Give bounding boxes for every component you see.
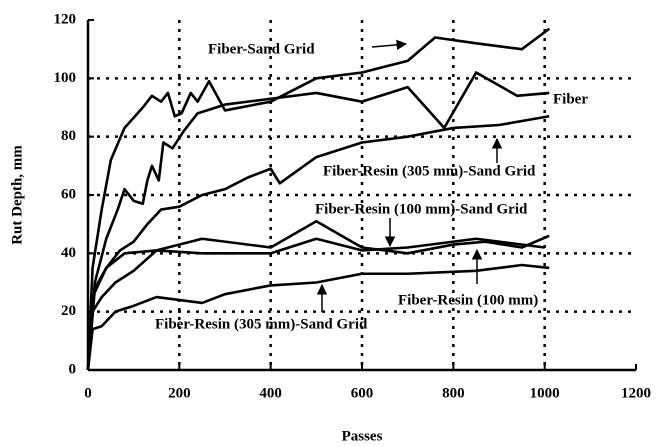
series-label: Fiber-Resin (100 mm) (398, 292, 538, 308)
x-tick-label: 600 (351, 385, 374, 401)
series-label: Fiber-Resin (100 mm)-Sand Grid (315, 201, 528, 217)
x-tick-label: 800 (442, 385, 465, 401)
y-tick-label: 20 (61, 303, 76, 319)
y-tick-label: 60 (61, 186, 76, 202)
y-tick-label: 100 (54, 70, 77, 86)
x-axis-label: Passes (342, 428, 383, 444)
y-tick-label: 0 (69, 361, 77, 377)
series-line (86, 114, 550, 371)
x-tick-label: 1200 (621, 385, 651, 401)
y-tick-label: 40 (61, 245, 76, 261)
label-arrow (371, 39, 408, 51)
series-line (86, 219, 550, 371)
x-tick-label: 400 (259, 385, 282, 401)
y-tick-label: 120 (54, 11, 77, 27)
x-tick-label: 1000 (530, 385, 560, 401)
series-label: Fiber (553, 91, 588, 107)
series-line (86, 27, 551, 371)
series-line (86, 71, 550, 371)
series-line (86, 263, 550, 371)
series-label: Fiber-Resin (305 mm)-Sand Grid (323, 163, 536, 179)
y-tick-label: 80 (61, 128, 76, 144)
y-axis-label: Rut Depth, mm (9, 145, 25, 245)
series-label: Fiber-Sand Grid (208, 41, 315, 57)
series-line (86, 237, 545, 371)
x-tick-label: 200 (168, 385, 191, 401)
series-label: Fiber-Resin (305 mm)-Sand Grid (155, 316, 368, 332)
x-tick-label: 0 (84, 385, 92, 401)
